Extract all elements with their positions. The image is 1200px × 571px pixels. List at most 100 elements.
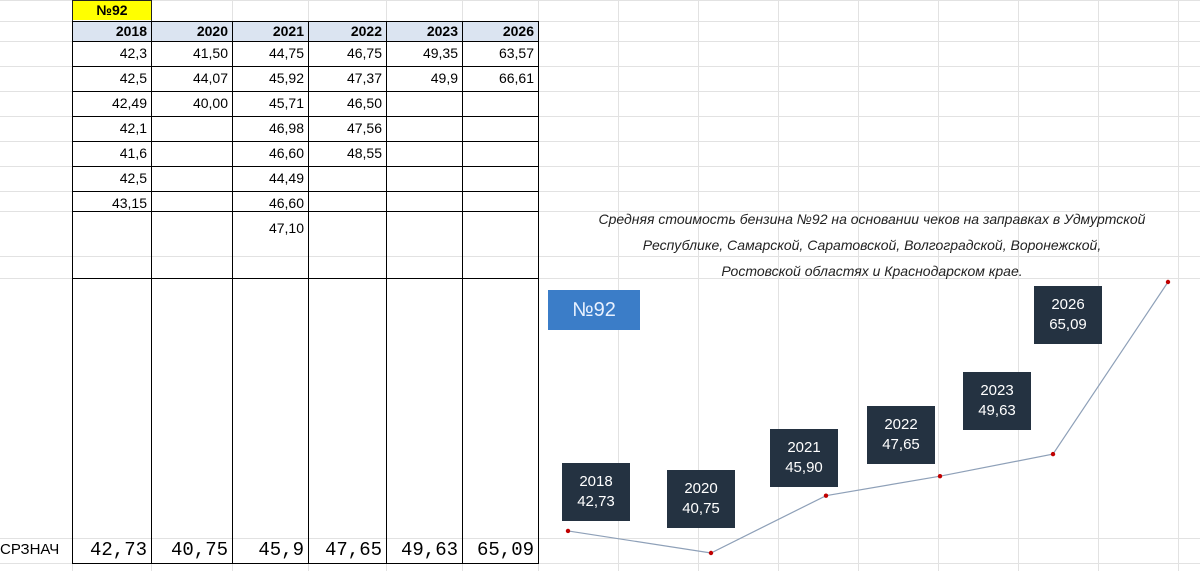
table-cell[interactable]: 47,37 xyxy=(346,70,382,86)
chart-title: Средняя стоимость бензина №92 на основан… xyxy=(548,206,1196,284)
gridline-h xyxy=(0,166,1200,167)
chart-title-line: Республике, Самарской, Саратовской, Волг… xyxy=(642,237,1102,253)
title-cell-border xyxy=(72,0,152,1)
data-label-value: 45,90 xyxy=(785,459,823,476)
table-border-h xyxy=(72,211,539,212)
data-label-value: 65,09 xyxy=(1049,316,1087,333)
gridline-h xyxy=(0,41,1200,42)
table-border-h xyxy=(72,166,539,167)
table-cell[interactable]: 45,71 xyxy=(268,95,304,111)
table-border-h xyxy=(72,66,539,67)
gridline-h xyxy=(0,116,1200,117)
table-border-h xyxy=(72,91,539,92)
table-cell[interactable]: 44,49 xyxy=(268,170,304,186)
table-cell[interactable]: 44,75 xyxy=(268,45,304,61)
average-cell[interactable]: 47,65 xyxy=(324,539,382,561)
data-label-year: 2021 xyxy=(787,439,821,456)
gridline-h xyxy=(0,256,1200,257)
table-cell[interactable]: 42,49 xyxy=(111,95,147,111)
table-cell[interactable]: 42,3 xyxy=(119,45,147,61)
table-border-h xyxy=(72,191,539,192)
table-border-v xyxy=(308,21,309,563)
gridline-h xyxy=(0,191,1200,192)
data-label-2022: 2022 47,65 xyxy=(867,406,935,464)
table-cell[interactable]: 45,92 xyxy=(268,70,304,86)
year-header-cell[interactable]: 2021 xyxy=(232,21,308,41)
year-header-cell[interactable]: 2023 xyxy=(386,21,462,41)
average-cell[interactable]: 65,09 xyxy=(476,539,534,561)
gridline-v xyxy=(618,0,619,571)
average-cell[interactable]: 40,75 xyxy=(170,539,228,561)
data-label-year: 2022 xyxy=(884,416,918,433)
data-label-2023: 2023 49,63 xyxy=(963,372,1031,430)
data-label-value: 40,75 xyxy=(682,500,720,517)
data-label-value: 42,73 xyxy=(577,493,615,510)
table-cell[interactable]: 49,9 xyxy=(430,70,458,86)
year-header-cell[interactable]: 2018 xyxy=(72,21,151,41)
table-border-v xyxy=(232,21,233,563)
year-header-cell[interactable]: 2026 xyxy=(462,21,538,41)
table-cell[interactable]: 43,15 xyxy=(111,195,147,211)
gridline-v xyxy=(698,0,699,571)
gridline-h xyxy=(0,538,1200,539)
table-cell[interactable]: 44,07 xyxy=(192,70,228,86)
table-border-v xyxy=(462,21,463,563)
table-border-h xyxy=(72,563,539,564)
year-header-cell[interactable]: 2022 xyxy=(308,21,386,41)
gridline-h xyxy=(0,141,1200,142)
gridline-v xyxy=(1178,0,1179,571)
data-label-2020: 2020 40,75 xyxy=(667,470,735,528)
average-cell[interactable]: 42,73 xyxy=(89,539,147,561)
table-cell[interactable]: 41,6 xyxy=(119,145,147,161)
title-cell[interactable]: №92 xyxy=(73,0,151,20)
table-cell[interactable]: 46,60 xyxy=(268,145,304,161)
table-cell[interactable]: 46,75 xyxy=(346,45,382,61)
data-point-2022 xyxy=(937,473,943,479)
table-cell[interactable]: 40,00 xyxy=(192,95,228,111)
table-cell[interactable]: 66,61 xyxy=(498,70,534,86)
table-cell[interactable]: 49,35 xyxy=(422,45,458,61)
gridline-h xyxy=(0,91,1200,92)
table-cell[interactable]: 42,5 xyxy=(119,170,147,186)
data-label-year: 2023 xyxy=(980,382,1014,399)
data-label-2021: 2021 45,90 xyxy=(770,429,838,487)
table-border-v xyxy=(538,21,539,563)
table-cell[interactable]: 47,10 xyxy=(268,220,304,236)
table-cell[interactable]: 47,56 xyxy=(346,120,382,136)
table-border-h xyxy=(72,116,539,117)
data-label-year: 2026 xyxy=(1051,296,1085,313)
gridline-h xyxy=(0,211,1200,212)
table-border-v xyxy=(72,21,73,563)
series-line xyxy=(567,281,1169,554)
gridline-h xyxy=(0,0,1200,1)
table-border-v xyxy=(386,21,387,563)
chart-title-line: Средняя стоимость бензина №92 на основан… xyxy=(598,211,1146,227)
table-cell[interactable]: 42,5 xyxy=(119,70,147,86)
data-label-2026: 2026 65,09 xyxy=(1034,286,1102,344)
avg-label[interactable]: СРЗНАЧ xyxy=(0,541,60,558)
data-label-2018: 2018 42,73 xyxy=(562,463,630,521)
table-cell[interactable]: 42,1 xyxy=(119,120,147,136)
gridline-v xyxy=(1098,0,1099,571)
average-cell[interactable]: 49,63 xyxy=(400,539,458,561)
table-cell[interactable]: 46,60 xyxy=(268,195,304,211)
gridline-h xyxy=(0,563,1200,564)
table-cell[interactable]: 41,50 xyxy=(192,45,228,61)
title-cell-border xyxy=(151,0,152,21)
gridline-v xyxy=(778,0,779,571)
table-cell[interactable]: 46,98 xyxy=(268,120,304,136)
data-point-2018 xyxy=(565,528,571,534)
table-border-h xyxy=(72,141,539,142)
average-cell[interactable]: 45,9 xyxy=(258,539,304,561)
table-cell[interactable]: 46,50 xyxy=(346,95,382,111)
gridline-v xyxy=(858,0,859,571)
table-cell[interactable]: 48,55 xyxy=(346,145,382,161)
gridline-v xyxy=(938,0,939,571)
data-point-2026 xyxy=(1165,279,1171,285)
year-header-cell[interactable]: 2020 xyxy=(151,21,232,41)
table-cell[interactable]: 63,57 xyxy=(498,45,534,61)
gridline-v xyxy=(1018,0,1019,571)
data-point-2020 xyxy=(708,550,714,556)
